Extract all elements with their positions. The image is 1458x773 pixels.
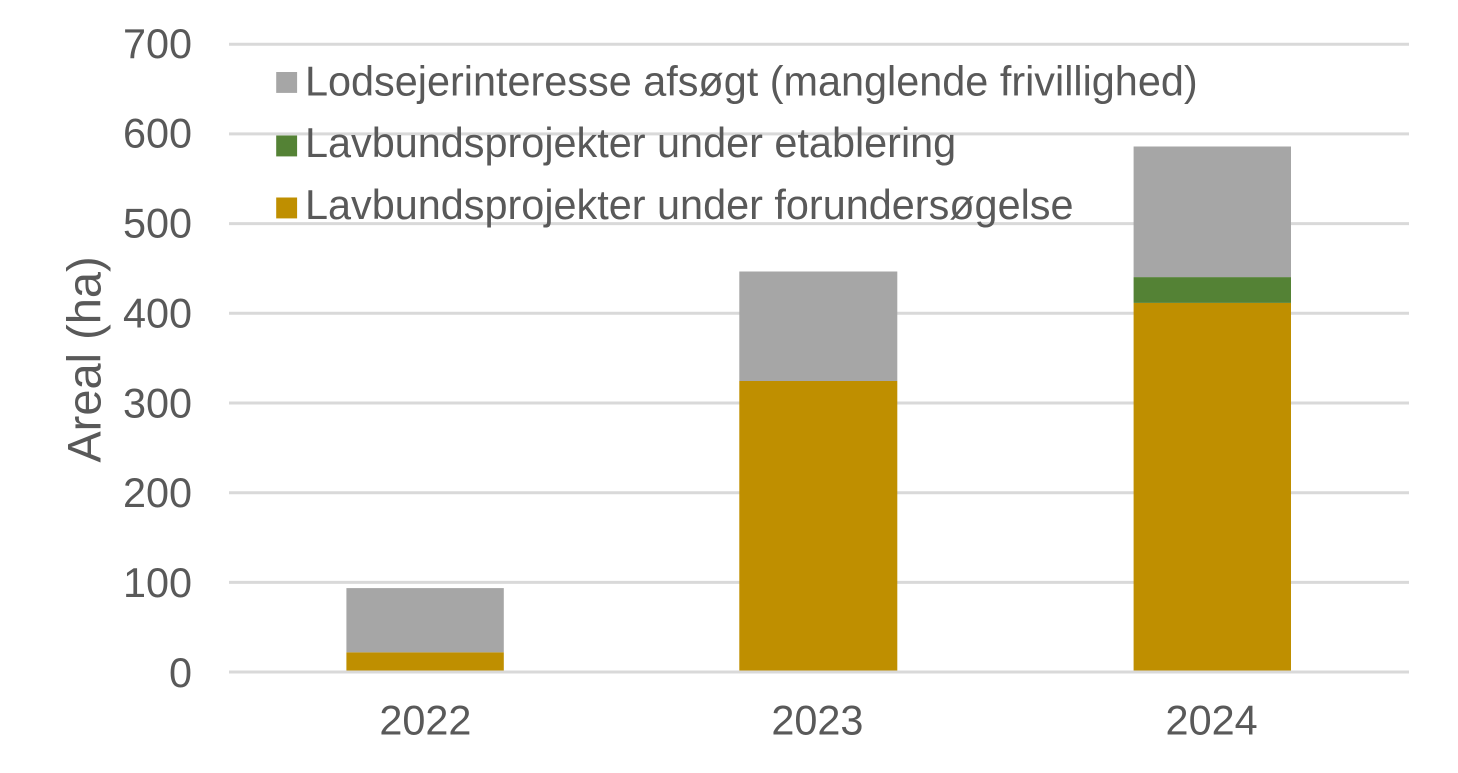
svg-text:700: 700: [123, 21, 192, 67]
svg-text:Lavbundsprojekter under etable: Lavbundsprojekter under etablering: [305, 120, 956, 166]
svg-text:300: 300: [123, 380, 192, 426]
svg-text:Lodsejerinteresse afsøgt (mang: Lodsejerinteresse afsøgt (manglende friv…: [305, 58, 1198, 104]
svg-text:Areal (ha): Areal (ha): [58, 256, 111, 462]
svg-text:2022: 2022: [379, 697, 471, 743]
svg-text:0: 0: [169, 650, 192, 696]
svg-text:200: 200: [123, 470, 192, 516]
svg-text:600: 600: [123, 111, 192, 157]
svg-text:2024: 2024: [1166, 697, 1258, 743]
svg-text:500: 500: [123, 201, 192, 247]
svg-text:Lavbundsprojekter under forund: Lavbundsprojekter under forundersøgelse: [305, 182, 1074, 228]
svg-text:2023: 2023: [771, 697, 863, 743]
svg-text:100: 100: [123, 560, 192, 606]
svg-text:400: 400: [123, 290, 192, 336]
